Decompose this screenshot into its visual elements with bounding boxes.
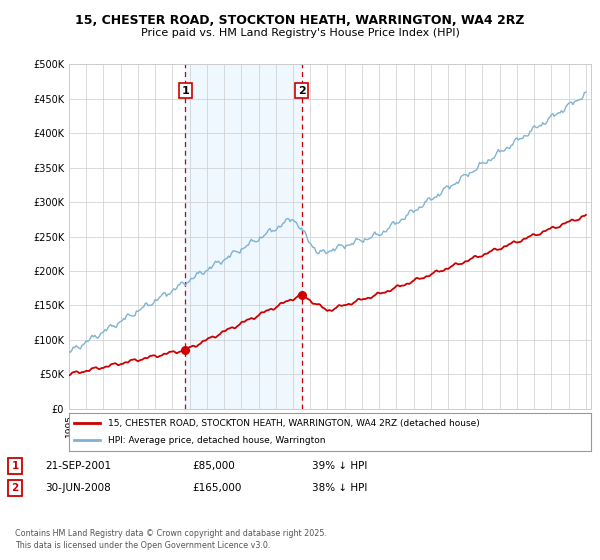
Text: Contains HM Land Registry data © Crown copyright and database right 2025.: Contains HM Land Registry data © Crown c… [15, 529, 327, 538]
Text: 1: 1 [11, 461, 19, 471]
Text: £165,000: £165,000 [192, 483, 241, 493]
Text: 38% ↓ HPI: 38% ↓ HPI [312, 483, 367, 493]
Text: £85,000: £85,000 [192, 461, 235, 471]
Text: Price paid vs. HM Land Registry's House Price Index (HPI): Price paid vs. HM Land Registry's House … [140, 28, 460, 38]
Text: 39% ↓ HPI: 39% ↓ HPI [312, 461, 367, 471]
Text: 2: 2 [11, 483, 19, 493]
Text: HPI: Average price, detached house, Warrington: HPI: Average price, detached house, Warr… [108, 436, 326, 445]
Text: 2: 2 [298, 86, 305, 96]
Text: 15, CHESTER ROAD, STOCKTON HEATH, WARRINGTON, WA4 2RZ: 15, CHESTER ROAD, STOCKTON HEATH, WARRIN… [75, 14, 525, 27]
Text: 15, CHESTER ROAD, STOCKTON HEATH, WARRINGTON, WA4 2RZ (detached house): 15, CHESTER ROAD, STOCKTON HEATH, WARRIN… [108, 419, 480, 428]
Text: 21-SEP-2001: 21-SEP-2001 [45, 461, 111, 471]
Text: 1: 1 [181, 86, 189, 96]
Text: This data is licensed under the Open Government Licence v3.0.: This data is licensed under the Open Gov… [15, 542, 271, 550]
Text: 30-JUN-2008: 30-JUN-2008 [45, 483, 111, 493]
Bar [185, 64, 302, 409]
